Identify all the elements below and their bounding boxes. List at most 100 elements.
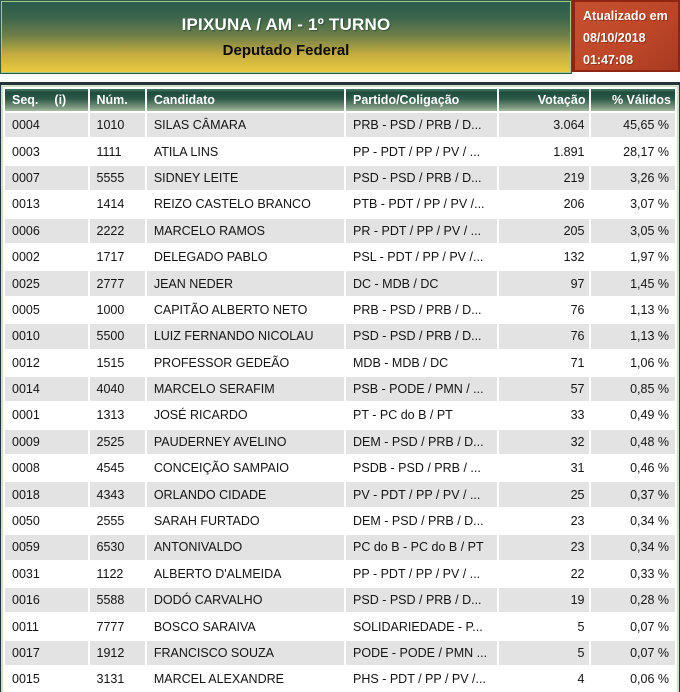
- cell-candidate: CAPITÃO ALBERTO NETO: [146, 297, 345, 323]
- cell-votes: 5: [498, 614, 590, 639]
- cell-votes: 132: [498, 244, 590, 270]
- cell-num: 1122: [89, 561, 145, 587]
- table-row: 0010 5500 LUIZ FERNANDO NICOLAU PSD - PSD /…: [5, 324, 675, 349]
- table-row: 0004 1010 SILAS CÂMARA PRB - PSD / PRB / D.…: [5, 113, 675, 138]
- cell-votes: 32: [498, 429, 590, 455]
- cell-party: PSD - PSD / PRB / D...: [346, 165, 497, 191]
- table-row: 0006 2222 MARCELO RAMOS PR - PDT / PP / PV …: [5, 218, 675, 243]
- cell-pct: 0,46 %: [591, 456, 675, 481]
- cell-seq: 0011: [5, 614, 88, 639]
- cell-votes: 57: [498, 376, 590, 402]
- table-row: 0011 7777 BOSCO SARAIVA SOLIDARIEDADE - P..…: [5, 614, 675, 639]
- cell-votes: 5: [498, 640, 590, 666]
- cell-num: 6530: [89, 535, 145, 560]
- table-row: 0008 4545 CONCEIÇÃO SAMPAIO PSDB - PSD / PR…: [5, 456, 675, 481]
- table-row: 0031 1122 ALBERTO D'ALMEIDA PP - PDT / PP /…: [5, 561, 675, 587]
- cell-candidate: PAUDERNEY AVELINO: [146, 429, 345, 455]
- cell-party: PV - PDT / PP / PV / ...: [346, 482, 497, 507]
- cell-num: 1111: [89, 139, 145, 164]
- cell-seq: 0009: [5, 429, 88, 455]
- cell-seq: 0059: [5, 535, 88, 560]
- cell-pct: 0,34 %: [591, 535, 675, 560]
- cell-party: PSDB - PSD / PRB / ...: [346, 456, 497, 481]
- table-row: 0015 3131 MARCEL ALEXANDRE PHS - PDT / PP /…: [5, 667, 675, 692]
- cell-pct: 0,48 %: [591, 429, 675, 455]
- cell-num: 1515: [89, 350, 145, 375]
- seq-info-icon[interactable]: (i): [54, 93, 67, 107]
- results-table-wrap: Seq. (i) Núm. Candidato Partido/Coligaçã…: [0, 82, 680, 692]
- cell-seq: 0001: [5, 403, 88, 428]
- updated-label: Atualizado em: [583, 9, 668, 23]
- cell-party: PRB - PSD / PRB / D...: [346, 297, 497, 323]
- cell-votes: 3.064: [498, 113, 590, 138]
- cell-pct: 0,28 %: [591, 588, 675, 613]
- cell-num: 3131: [89, 667, 145, 692]
- cell-seq: 0002: [5, 244, 88, 270]
- cell-pct: 3,05 %: [591, 218, 675, 243]
- cell-candidate: SILAS CÂMARA: [146, 113, 345, 138]
- cell-seq: 0050: [5, 508, 88, 534]
- cell-candidate: FRANCISCO SOUZA: [146, 640, 345, 666]
- cell-pct: 3,07 %: [591, 192, 675, 217]
- cell-votes: 205: [498, 218, 590, 243]
- cell-seq: 0012: [5, 350, 88, 375]
- cell-seq: 0005: [5, 297, 88, 323]
- cell-seq: 0007: [5, 165, 88, 191]
- cell-candidate: MARCELO SERAFIM: [146, 376, 345, 402]
- cell-num: 2555: [89, 508, 145, 534]
- cell-votes: 76: [498, 297, 590, 323]
- cell-candidate: ORLANDO CIDADE: [146, 482, 345, 507]
- header-party: Partido/Coligação: [346, 89, 497, 111]
- cell-pct: 1,13 %: [591, 297, 675, 323]
- table-row: 0016 5588 DODÓ CARVALHO PSD - PSD / PRB / D…: [5, 588, 675, 613]
- cell-candidate: PROFESSOR GEDEÃO: [146, 350, 345, 375]
- cell-votes: 4: [498, 667, 590, 692]
- page-title: IPIXUNA / AM - 1º TURNO: [181, 15, 391, 34]
- header-seq-label: Seq.: [12, 93, 39, 107]
- cell-seq: 0006: [5, 218, 88, 243]
- cell-votes: 1.891: [498, 139, 590, 164]
- cell-party: DC - MDB / DC: [346, 271, 497, 296]
- cell-party: PR - PDT / PP / PV / ...: [346, 218, 497, 243]
- cell-pct: 1,97 %: [591, 244, 675, 270]
- updated-at-box: Atualizado em 08/10/2018 01:47:08: [572, 0, 680, 72]
- table-row: 0013 1414 REIZO CASTELO BRANCO PTB - PDT / …: [5, 192, 675, 217]
- cell-votes: 219: [498, 165, 590, 191]
- cell-seq: 0003: [5, 139, 88, 164]
- cell-num: 1717: [89, 244, 145, 270]
- cell-candidate: DELEGADO PABLO: [146, 244, 345, 270]
- cell-votes: 22: [498, 561, 590, 587]
- cell-pct: 0,07 %: [591, 640, 675, 666]
- table-row: 0014 4040 MARCELO SERAFIM PSB - PODE / PMN …: [5, 376, 675, 402]
- cell-votes: 23: [498, 508, 590, 534]
- cell-num: 2222: [89, 218, 145, 243]
- cell-seq: 0018: [5, 482, 88, 507]
- header-candidate: Candidato: [146, 89, 345, 111]
- cell-party: DEM - PSD / PRB / D...: [346, 508, 497, 534]
- cell-party: MDB - MDB / DC: [346, 350, 497, 375]
- table-row: 0009 2525 PAUDERNEY AVELINO DEM - PSD / PRB…: [5, 429, 675, 455]
- table-header-row: Seq. (i) Núm. Candidato Partido/Coligaçã…: [5, 89, 675, 111]
- cell-votes: 76: [498, 324, 590, 349]
- cell-party: PODE - PODE / PMN ...: [346, 640, 497, 666]
- cell-pct: 1,13 %: [591, 324, 675, 349]
- cell-candidate: SARAH FURTADO: [146, 508, 345, 534]
- cell-seq: 0014: [5, 376, 88, 402]
- cell-num: 7777: [89, 614, 145, 639]
- cell-num: 1010: [89, 113, 145, 138]
- table-row: 0050 2555 SARAH FURTADO DEM - PSD / PRB / D…: [5, 508, 675, 534]
- cell-party: PC do B - PC do B / PT: [346, 535, 497, 560]
- cell-seq: 0031: [5, 561, 88, 587]
- cell-candidate: REIZO CASTELO BRANCO: [146, 192, 345, 217]
- cell-num: 5500: [89, 324, 145, 349]
- cell-candidate: JOSÉ RICARDO: [146, 403, 345, 428]
- cell-party: PSD - PSD / PRB / D...: [346, 588, 497, 613]
- table-row: 0017 1912 FRANCISCO SOUZA PODE - PODE / PMN…: [5, 640, 675, 666]
- cell-candidate: DODÓ CARVALHO: [146, 588, 345, 613]
- page-subtitle: Deputado Federal: [222, 42, 350, 59]
- cell-candidate: BOSCO SARAIVA: [146, 614, 345, 639]
- results-tbody: 0004 1010 SILAS CÂMARA PRB - PSD / PRB / D.…: [5, 113, 675, 692]
- cell-candidate: ATILA LINS: [146, 139, 345, 164]
- cell-seq: 0004: [5, 113, 88, 138]
- cell-num: 1000: [89, 297, 145, 323]
